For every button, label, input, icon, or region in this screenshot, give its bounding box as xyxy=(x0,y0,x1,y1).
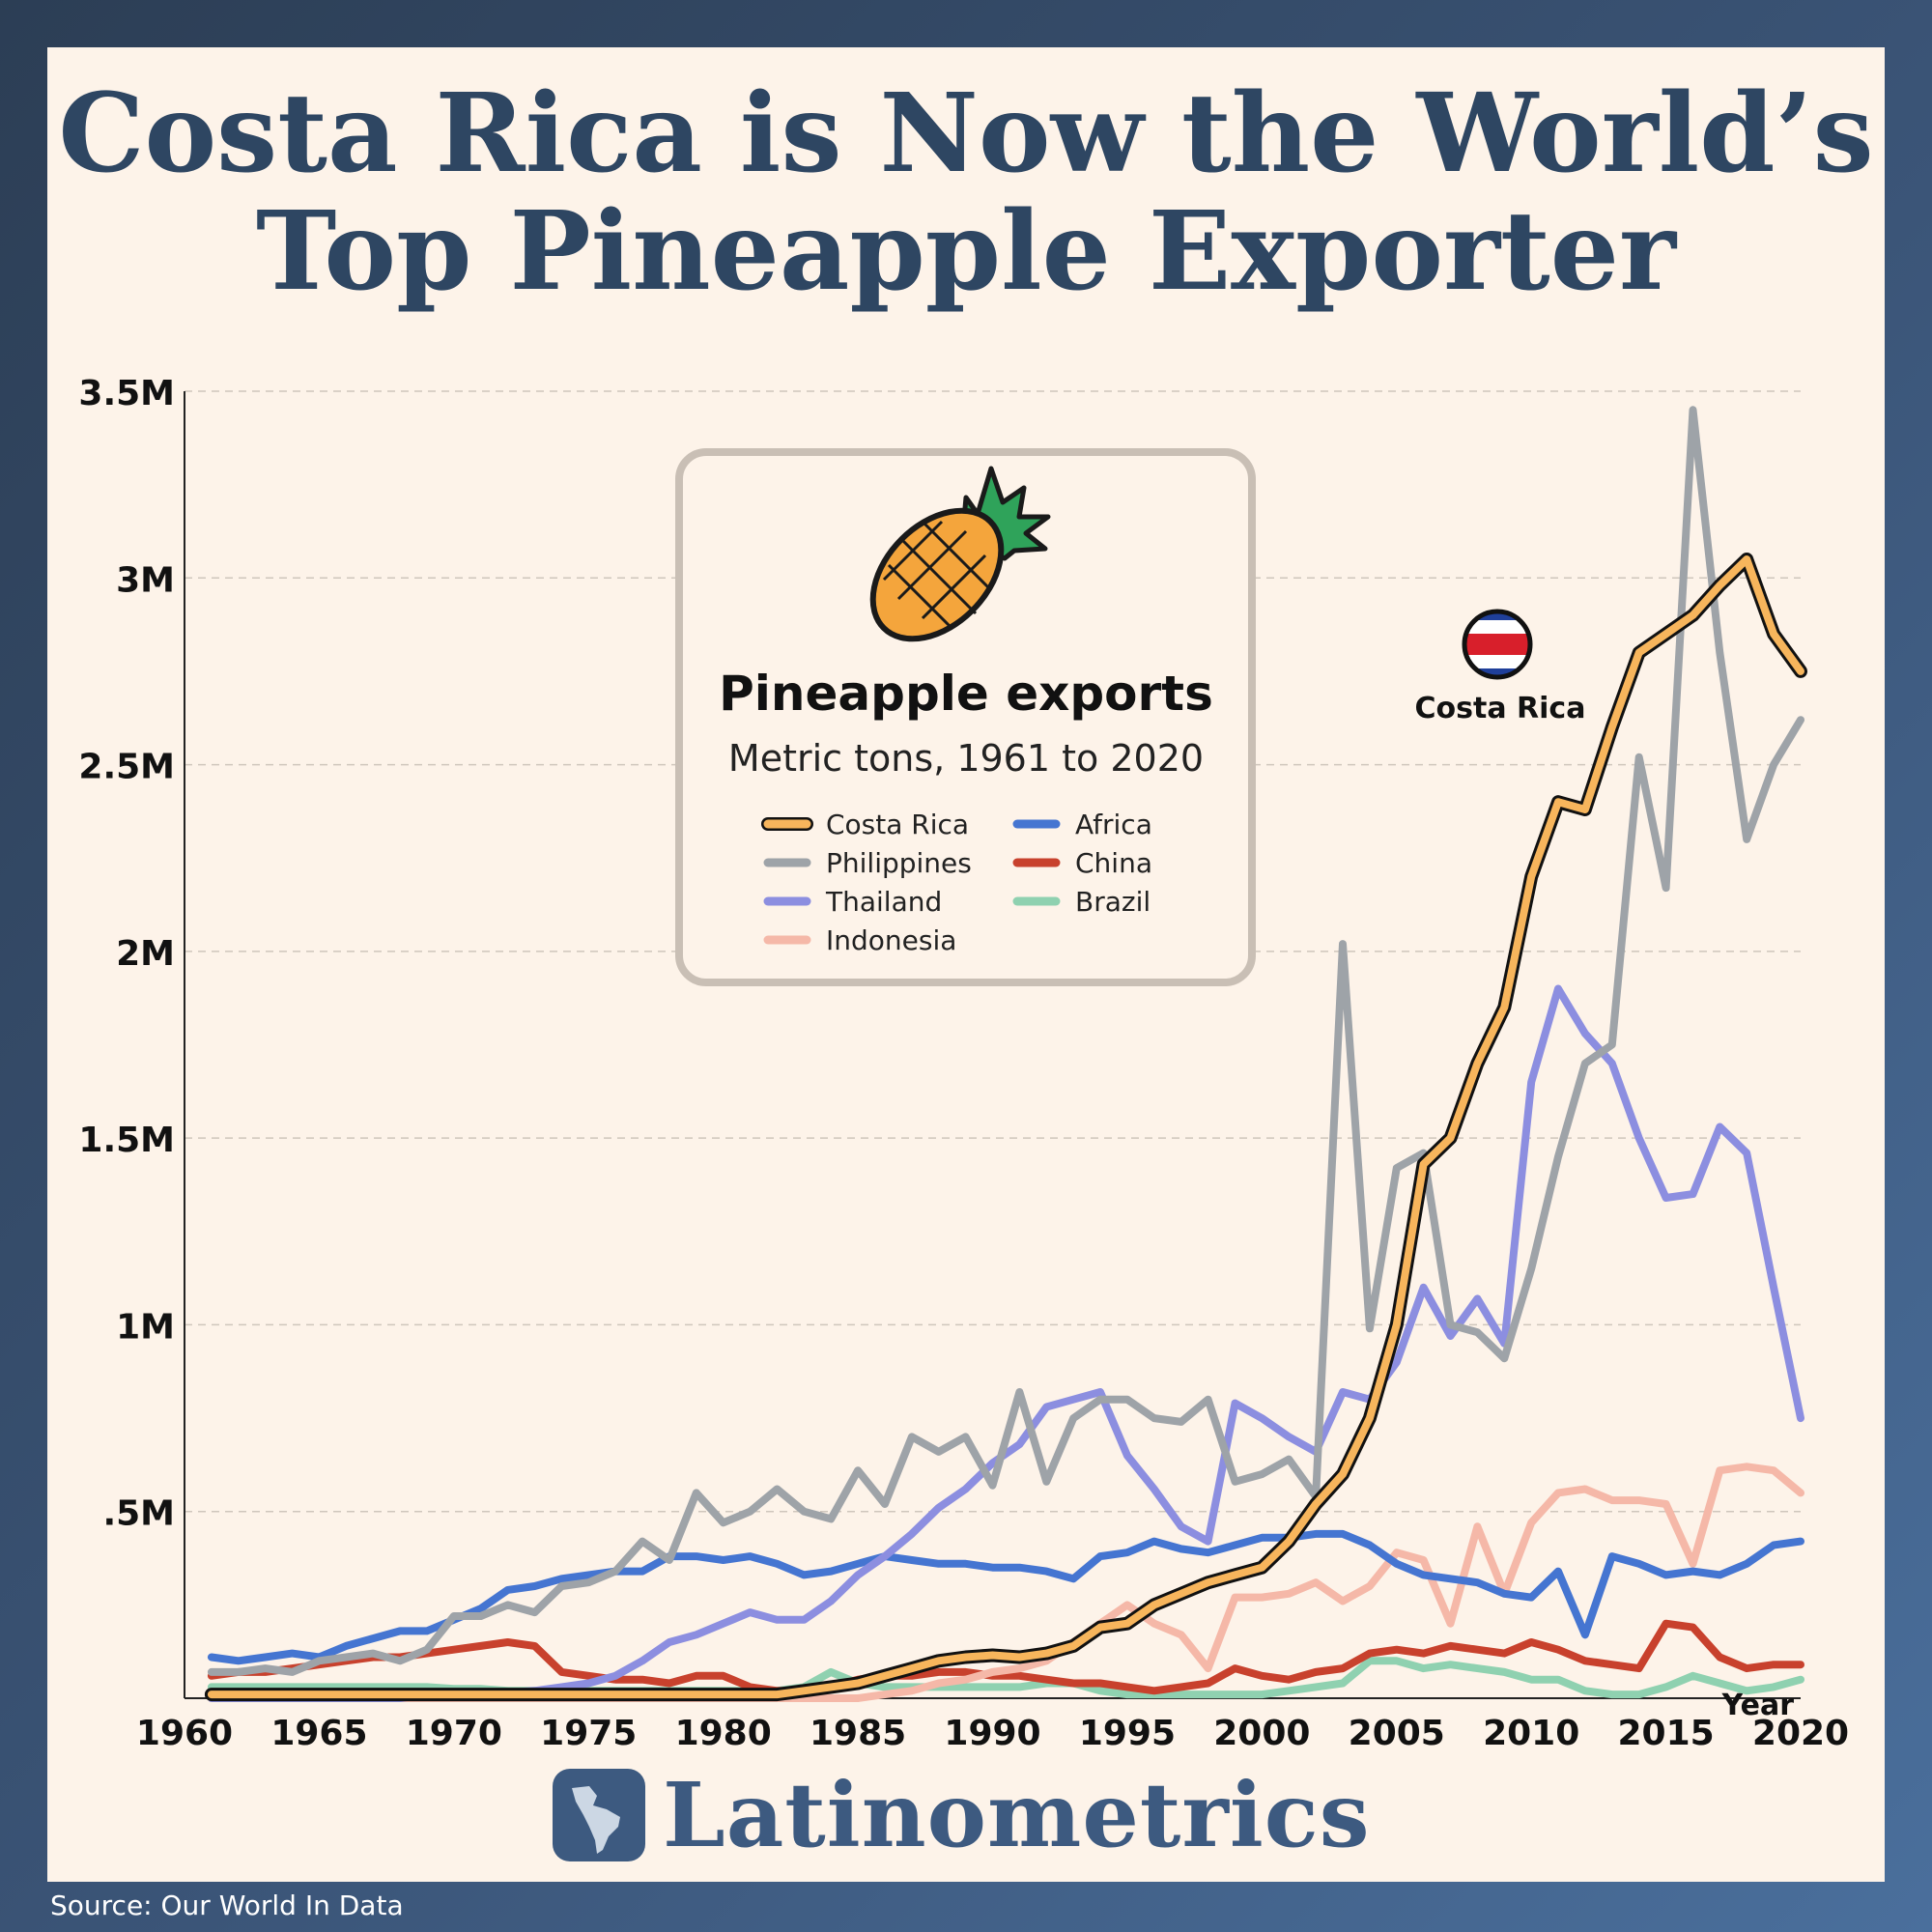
x-tick-label: 1975 xyxy=(540,1714,637,1753)
x-tick-label: 2005 xyxy=(1349,1714,1445,1753)
x-tick-label: 1980 xyxy=(675,1714,772,1753)
x-tick-label: 1970 xyxy=(406,1714,502,1753)
y-tick-label: 2M xyxy=(116,934,175,974)
x-tick-label: 2010 xyxy=(1483,1714,1579,1753)
legend-subtitle: Metric tons, 1961 to 2020 xyxy=(728,737,1204,780)
legend-entries: Costa Rica Philippines Thailand Indonesia Af… xyxy=(761,809,1152,956)
series-lines xyxy=(204,406,1807,1702)
x-tick-label: 2015 xyxy=(1617,1714,1714,1753)
source-note: Source: Our World In Data xyxy=(50,1889,404,1921)
series-line-thailand xyxy=(207,984,1804,1702)
x-tick-labels: 1960 1965 1970 1975 1980 1985 1990 1995 2000 2005… xyxy=(136,1714,1849,1753)
y-tick-labels: .5M 1M 1.5M 2M 2.5M 3M 3.5M xyxy=(78,374,175,1534)
y-tick-label: 3.5M xyxy=(78,374,175,413)
series-line-africa xyxy=(207,1529,1804,1665)
latin-america-map-icon xyxy=(553,1768,645,1861)
x-tick-label: 1965 xyxy=(270,1714,367,1753)
costa-rica-callout: Costa Rica xyxy=(1415,609,1586,725)
legend-label-thailand: Thailand xyxy=(825,886,942,918)
legend-label-indonesia: Indonesia xyxy=(826,924,956,956)
y-tick-label: 2.5M xyxy=(78,748,175,787)
series-line-china xyxy=(207,1619,1804,1695)
y-tick-label: 3M xyxy=(116,560,175,600)
legend-label-china: China xyxy=(1075,847,1152,879)
pineapple-icon xyxy=(869,466,1051,642)
brand-name: Latinometrics xyxy=(663,1762,1371,1867)
y-tick-label: 1M xyxy=(116,1307,175,1347)
legend-title: Pineapple exports xyxy=(719,666,1213,722)
costa-rica-label: Costa Rica xyxy=(1415,692,1586,725)
page-title: Costa Rica is Now the World’s Top Pineap… xyxy=(58,71,1874,315)
x-tick-label: 1985 xyxy=(810,1714,906,1753)
legend-label-africa: Africa xyxy=(1075,809,1152,840)
series-line-philippines xyxy=(207,406,1804,1676)
y-tick-label: .5M xyxy=(102,1494,175,1534)
x-tick-label: 2020 xyxy=(1752,1714,1849,1753)
x-axis-title: Year xyxy=(1721,1689,1795,1722)
legend-label-philippines: Philippines xyxy=(826,847,972,879)
costa-rica-flag-icon xyxy=(1462,609,1533,680)
legend-box: Pineapple exports Metric tons, 1961 to 2… xyxy=(675,448,1256,986)
legend-label-brazil: Brazil xyxy=(1075,886,1151,918)
y-tick-label: 1.5M xyxy=(78,1121,175,1160)
x-tick-label: 1995 xyxy=(1079,1714,1176,1753)
brand-logo: Latinometrics xyxy=(551,1762,1371,1867)
x-tick-label: 1990 xyxy=(944,1714,1040,1753)
x-tick-label: 1960 xyxy=(136,1714,233,1753)
series-line-costa-rica xyxy=(207,555,1804,1699)
legend-label-costa-rica: Costa Rica xyxy=(826,809,969,840)
x-tick-label: 2000 xyxy=(1213,1714,1310,1753)
